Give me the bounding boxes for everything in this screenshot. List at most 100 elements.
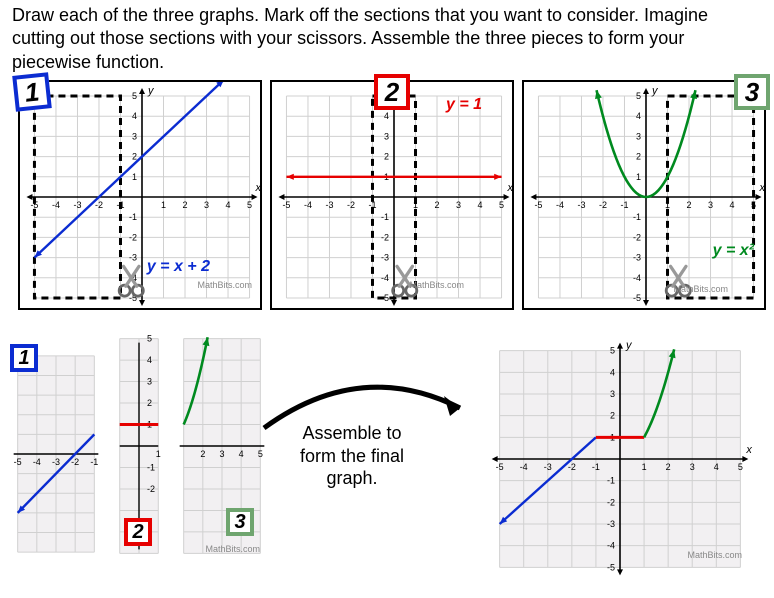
panel-2: 2 -5-4-3-2-112345-5-4-3-2-112345xy y = 1… bbox=[270, 80, 514, 310]
panel-3-graph: -5-4-3-2-112345-5-4-3-2-112345xy bbox=[524, 82, 768, 312]
svg-text:-4: -4 bbox=[381, 273, 389, 283]
svg-text:5: 5 bbox=[247, 200, 252, 210]
svg-text:y: y bbox=[651, 85, 659, 97]
svg-text:-2: -2 bbox=[147, 484, 155, 494]
svg-text:3: 3 bbox=[147, 377, 152, 387]
panel-1: 1 -5-4-3-2-112345-5-4-3-2-112345xy y = x… bbox=[18, 80, 262, 310]
svg-text:3: 3 bbox=[384, 132, 389, 142]
svg-text:5: 5 bbox=[147, 334, 152, 344]
svg-text:-2: -2 bbox=[129, 233, 137, 243]
svg-text:-5: -5 bbox=[633, 293, 641, 303]
panel-3-badge: 3 bbox=[734, 74, 770, 110]
svg-text:5: 5 bbox=[636, 91, 641, 101]
svg-text:-5: -5 bbox=[14, 457, 22, 467]
svg-text:-2: -2 bbox=[381, 233, 389, 243]
svg-text:-4: -4 bbox=[33, 457, 41, 467]
panel-1-badge: 1 bbox=[12, 72, 52, 112]
svg-text:2: 2 bbox=[610, 411, 615, 421]
svg-text:-3: -3 bbox=[52, 457, 60, 467]
svg-text:5: 5 bbox=[132, 91, 137, 101]
svg-text:-5: -5 bbox=[534, 200, 542, 210]
panel-3-equation: y = x² bbox=[713, 242, 754, 260]
svg-text:x: x bbox=[507, 182, 514, 194]
svg-text:-2: -2 bbox=[568, 462, 576, 472]
piece-1-graph: -5-4-3-2-1 bbox=[6, 344, 106, 564]
svg-text:3: 3 bbox=[708, 200, 713, 210]
piece-3-watermark: MathBits.com bbox=[205, 544, 260, 554]
svg-text:3: 3 bbox=[610, 389, 615, 399]
panel-2-badge: 2 bbox=[374, 74, 410, 110]
svg-text:-2: -2 bbox=[607, 497, 615, 507]
svg-text:-2: -2 bbox=[599, 200, 607, 210]
svg-text:3: 3 bbox=[204, 200, 209, 210]
final-watermark: MathBits.com bbox=[687, 550, 742, 560]
final-graph-panel: -5-4-3-2-112345-5-4-3-2-112345xy MathBit… bbox=[480, 332, 760, 586]
svg-text:y: y bbox=[147, 85, 155, 97]
panel-1-watermark: MathBits.com bbox=[197, 280, 252, 290]
panel-3-watermark: MathBits.com bbox=[673, 284, 728, 294]
instructions-text: Draw each of the three graphs. Mark off … bbox=[0, 0, 774, 78]
svg-text:-1: -1 bbox=[592, 462, 600, 472]
svg-text:2: 2 bbox=[147, 398, 152, 408]
svg-text:3: 3 bbox=[456, 200, 461, 210]
svg-text:2: 2 bbox=[636, 152, 641, 162]
svg-text:3: 3 bbox=[690, 462, 695, 472]
svg-text:4: 4 bbox=[714, 462, 719, 472]
svg-text:y: y bbox=[625, 340, 633, 352]
svg-text:4: 4 bbox=[478, 200, 483, 210]
svg-text:x: x bbox=[759, 182, 766, 194]
svg-text:1: 1 bbox=[636, 172, 641, 182]
svg-text:5: 5 bbox=[738, 462, 743, 472]
top-panels-row: 1 -5-4-3-2-112345-5-4-3-2-112345xy y = x… bbox=[0, 78, 774, 310]
piece-2: 12345-1-21 2 bbox=[108, 326, 170, 566]
svg-text:-2: -2 bbox=[347, 200, 355, 210]
svg-text:-1: -1 bbox=[129, 212, 137, 222]
piece-2-badge: 2 bbox=[124, 518, 152, 546]
svg-text:2: 2 bbox=[132, 152, 137, 162]
svg-text:1: 1 bbox=[161, 200, 166, 210]
svg-text:4: 4 bbox=[730, 200, 735, 210]
svg-text:-2: -2 bbox=[95, 200, 103, 210]
svg-text:-4: -4 bbox=[556, 200, 564, 210]
svg-text:-5: -5 bbox=[282, 200, 290, 210]
piece-3-badge: 3 bbox=[226, 508, 254, 536]
svg-text:-2: -2 bbox=[633, 233, 641, 243]
svg-text:-1: -1 bbox=[381, 212, 389, 222]
svg-text:3: 3 bbox=[219, 449, 224, 459]
assemble-text: Assemble toform the finalgraph. bbox=[300, 422, 404, 490]
svg-text:-3: -3 bbox=[325, 200, 333, 210]
piece-3: 2345 3 MathBits.com bbox=[172, 326, 272, 566]
panel-2-equation: y = 1 bbox=[446, 96, 482, 114]
svg-text:x: x bbox=[255, 182, 262, 194]
svg-text:-3: -3 bbox=[381, 253, 389, 263]
svg-text:-3: -3 bbox=[129, 253, 137, 263]
svg-text:-5: -5 bbox=[607, 562, 615, 572]
piece-1: -5-4-3-2-1 1 bbox=[6, 344, 106, 564]
panel-2-graph: -5-4-3-2-112345-5-4-3-2-112345xy bbox=[272, 82, 516, 312]
svg-text:3: 3 bbox=[636, 132, 641, 142]
panel-1-equation: y = x + 2 bbox=[147, 258, 210, 276]
panel-2-watermark: MathBits.com bbox=[409, 280, 464, 290]
svg-text:-3: -3 bbox=[633, 253, 641, 263]
svg-text:1: 1 bbox=[156, 449, 161, 459]
svg-text:2: 2 bbox=[384, 152, 389, 162]
svg-text:-4: -4 bbox=[304, 200, 312, 210]
svg-text:1: 1 bbox=[642, 462, 647, 472]
svg-text:4: 4 bbox=[147, 355, 152, 365]
svg-text:-5: -5 bbox=[496, 462, 504, 472]
svg-text:-4: -4 bbox=[633, 273, 641, 283]
svg-text:-4: -4 bbox=[520, 462, 528, 472]
svg-text:4: 4 bbox=[226, 200, 231, 210]
piece-1-badge: 1 bbox=[10, 344, 38, 372]
svg-text:4: 4 bbox=[610, 367, 615, 377]
svg-text:x: x bbox=[745, 444, 752, 456]
svg-text:-1: -1 bbox=[90, 457, 98, 467]
svg-text:-4: -4 bbox=[607, 541, 615, 551]
svg-text:5: 5 bbox=[499, 200, 504, 210]
svg-text:2: 2 bbox=[183, 200, 188, 210]
svg-text:-1: -1 bbox=[620, 200, 628, 210]
svg-text:-1: -1 bbox=[633, 212, 641, 222]
piece-3-graph: 2345 bbox=[172, 326, 272, 566]
svg-text:-3: -3 bbox=[73, 200, 81, 210]
panel-1-graph: -5-4-3-2-112345-5-4-3-2-112345xy bbox=[20, 82, 264, 312]
